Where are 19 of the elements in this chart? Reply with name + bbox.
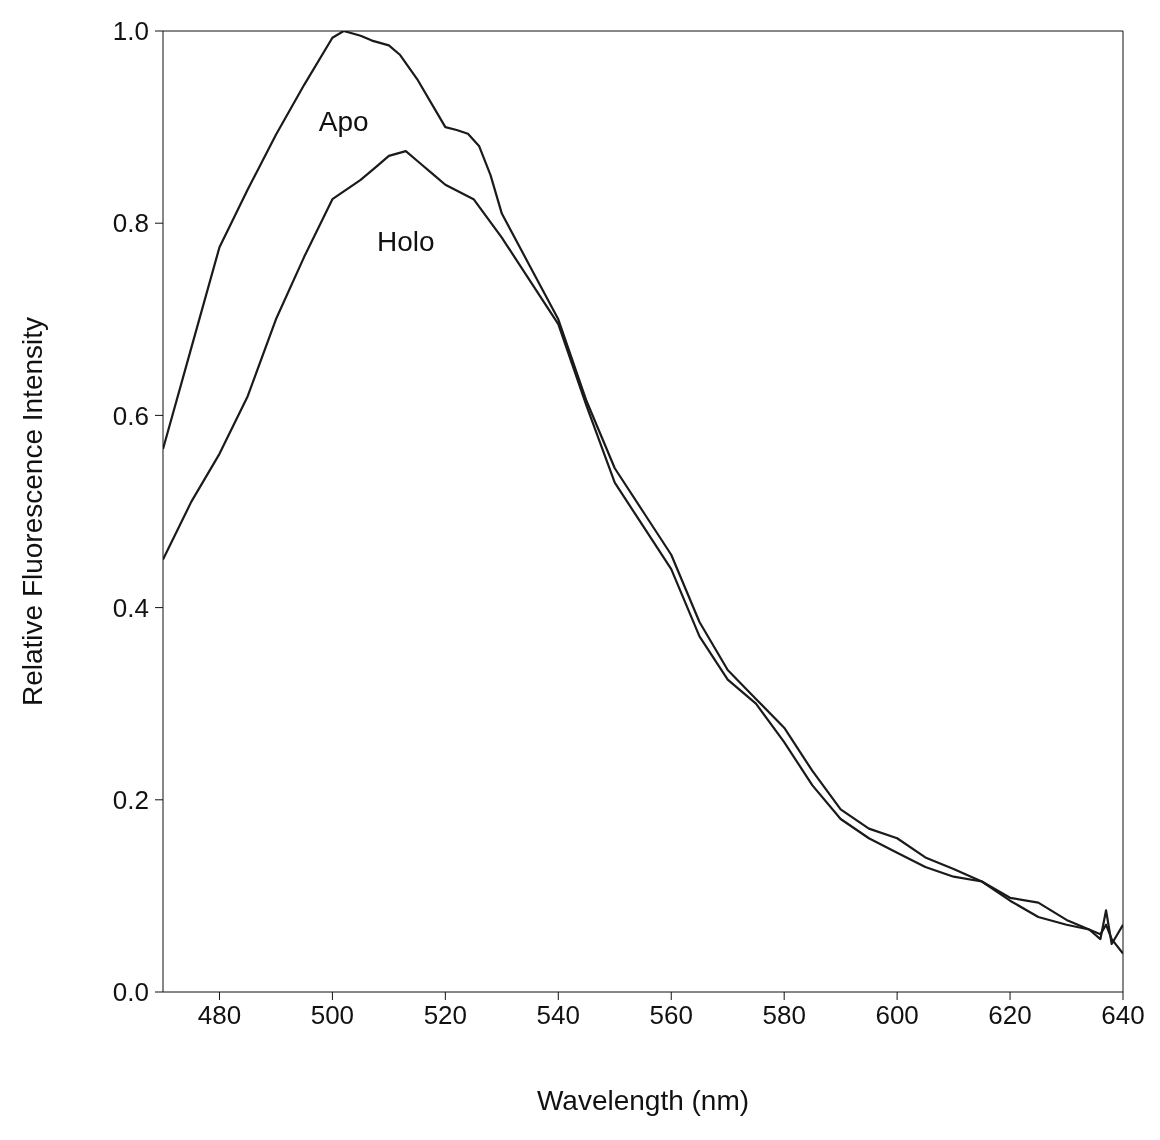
x-tick-label: 500 xyxy=(310,1000,355,1031)
series-label: Holo xyxy=(377,226,435,258)
x-axis-title: Wavelength (nm) xyxy=(536,1085,750,1116)
y-axis-title: Relative Fluorescence Intensity xyxy=(16,316,48,707)
y-tick-label: 0.6 xyxy=(112,400,149,431)
y-tick-label: 0.2 xyxy=(112,785,149,816)
y-tick-label: 0.4 xyxy=(112,592,149,623)
y-tick-label: 0.0 xyxy=(112,977,149,1008)
x-tick-label: 520 xyxy=(423,1000,468,1031)
x-tick-label: 620 xyxy=(988,1000,1032,1031)
x-tick-label: 580 xyxy=(762,1000,806,1031)
y-tick-label: 0.8 xyxy=(112,208,149,239)
y-tick-label: 1.0 xyxy=(112,16,149,47)
x-tick-label: 600 xyxy=(875,1000,919,1031)
series-label: Apo xyxy=(318,106,369,137)
x-tick-label: 480 xyxy=(197,1000,242,1031)
x-tick-label: 560 xyxy=(649,1000,693,1031)
x-tick-label: 540 xyxy=(536,1000,580,1031)
x-tick-label: 640 xyxy=(1101,1000,1145,1031)
